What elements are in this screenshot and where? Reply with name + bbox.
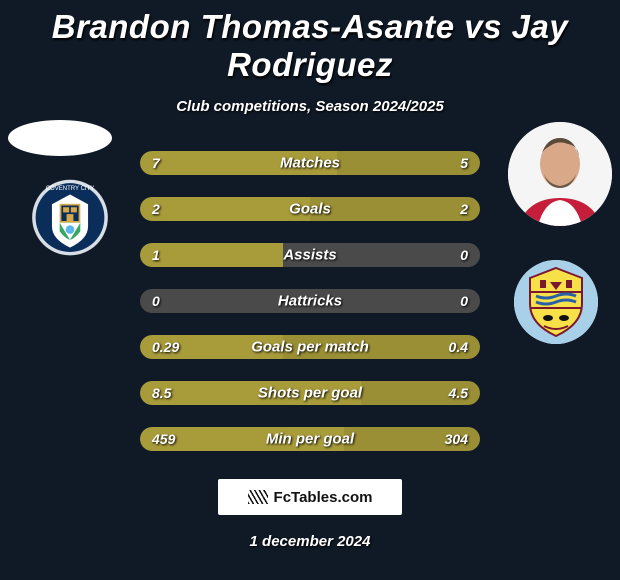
stat-bar: 2 2 Goals bbox=[140, 197, 480, 221]
stat-label: Shots per goal bbox=[258, 385, 362, 402]
date-text: 1 december 2024 bbox=[0, 533, 620, 550]
stat-label: Assists bbox=[283, 247, 336, 264]
stat-seg-right bbox=[310, 197, 480, 221]
stat-seg-right bbox=[337, 151, 480, 175]
stat-value-right: 0 bbox=[460, 293, 468, 309]
stat-value-right: 0.4 bbox=[449, 339, 468, 355]
stat-value-right: 0 bbox=[460, 247, 468, 263]
stat-value-right: 5 bbox=[460, 155, 468, 171]
stat-label: Goals bbox=[289, 201, 331, 218]
stat-value-left: 459 bbox=[152, 431, 175, 447]
stat-seg-left bbox=[140, 243, 283, 267]
stat-value-left: 1 bbox=[152, 247, 160, 263]
stat-bar: 0.29 0.4 Goals per match bbox=[140, 335, 480, 359]
stat-seg-left bbox=[140, 197, 310, 221]
stat-value-left: 7 bbox=[152, 155, 160, 171]
stats-bars: 7 5 Matches 2 2 Goals 1 0 Assists 0 0 Hattricks 0.29… bbox=[140, 151, 480, 451]
stat-value-left: 8.5 bbox=[152, 385, 171, 401]
stat-value-left: 0 bbox=[152, 293, 160, 309]
logo-icon bbox=[248, 490, 268, 504]
page-title: Brandon Thomas-Asante vs Jay Rodriguez bbox=[0, 0, 620, 84]
stat-value-left: 0.29 bbox=[152, 339, 179, 355]
stat-value-right: 304 bbox=[445, 431, 468, 447]
stat-bar: 7 5 Matches bbox=[140, 151, 480, 175]
stat-value-right: 4.5 bbox=[449, 385, 468, 401]
stat-label: Goals per match bbox=[251, 339, 369, 356]
stat-bar: 8.5 4.5 Shots per goal bbox=[140, 381, 480, 405]
stat-bar: 1 0 Assists bbox=[140, 243, 480, 267]
fctables-logo: FcTables.com bbox=[218, 479, 402, 515]
stat-value-right: 2 bbox=[460, 201, 468, 217]
stat-label: Min per goal bbox=[266, 431, 354, 448]
stat-value-left: 2 bbox=[152, 201, 160, 217]
stat-bar: 0 0 Hattricks bbox=[140, 289, 480, 313]
stat-label: Matches bbox=[280, 155, 340, 172]
subtitle: Club competitions, Season 2024/2025 bbox=[0, 98, 620, 115]
logo-text: FcTables.com bbox=[274, 489, 373, 506]
stat-bar: 459 304 Min per goal bbox=[140, 427, 480, 451]
stat-label: Hattricks bbox=[278, 293, 342, 310]
